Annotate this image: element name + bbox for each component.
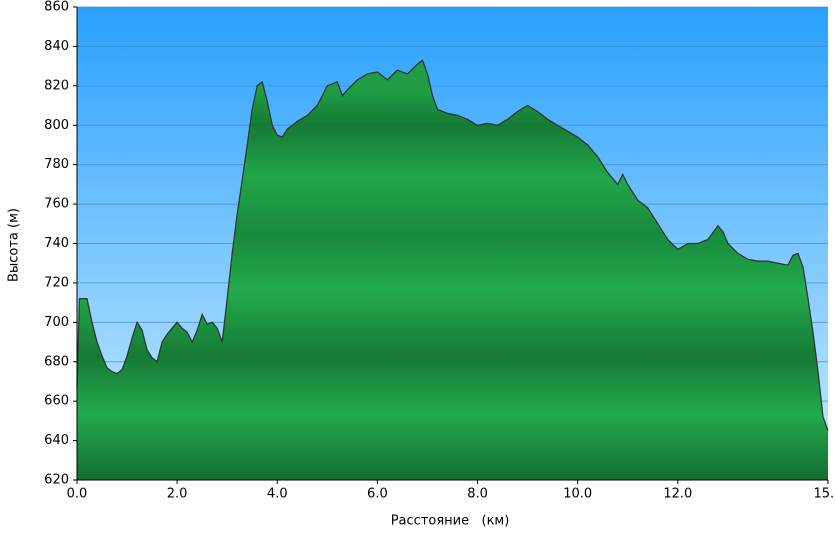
y-tick-label: 780 bbox=[44, 157, 69, 172]
y-tick-label: 820 bbox=[44, 78, 69, 93]
y-axis-title: Высота (м) bbox=[7, 208, 22, 282]
y-tick-label: 620 bbox=[44, 473, 69, 488]
y-tick-label: 700 bbox=[44, 315, 69, 330]
x-tick-label: 6.0 bbox=[367, 487, 388, 502]
x-tick-label: 8.0 bbox=[467, 487, 488, 502]
x-tick-label: 2.0 bbox=[167, 487, 188, 502]
y-tick-label: 840 bbox=[44, 39, 69, 54]
y-tick-label: 860 bbox=[44, 0, 69, 15]
y-tick-label: 740 bbox=[44, 236, 69, 251]
x-tick-label: 0.0 bbox=[67, 487, 88, 502]
x-tick-label: 4.0 bbox=[267, 487, 288, 502]
x-tick-label: 10.0 bbox=[563, 487, 592, 502]
y-tick-label: 800 bbox=[44, 118, 69, 133]
y-tick-label: 720 bbox=[44, 275, 69, 290]
x-tick-label: 12.0 bbox=[663, 487, 692, 502]
x-tick-label: 15.0 bbox=[814, 487, 835, 502]
y-tick-label: 680 bbox=[44, 354, 69, 369]
elevation-line bbox=[76, 59, 829, 431]
x-axis-title: Расстояние (км) bbox=[391, 514, 510, 529]
elevation-area bbox=[77, 60, 828, 480]
y-tick-label: 760 bbox=[44, 197, 69, 212]
y-tick-label: 640 bbox=[44, 433, 69, 448]
y-tick-label: 660 bbox=[44, 394, 69, 409]
